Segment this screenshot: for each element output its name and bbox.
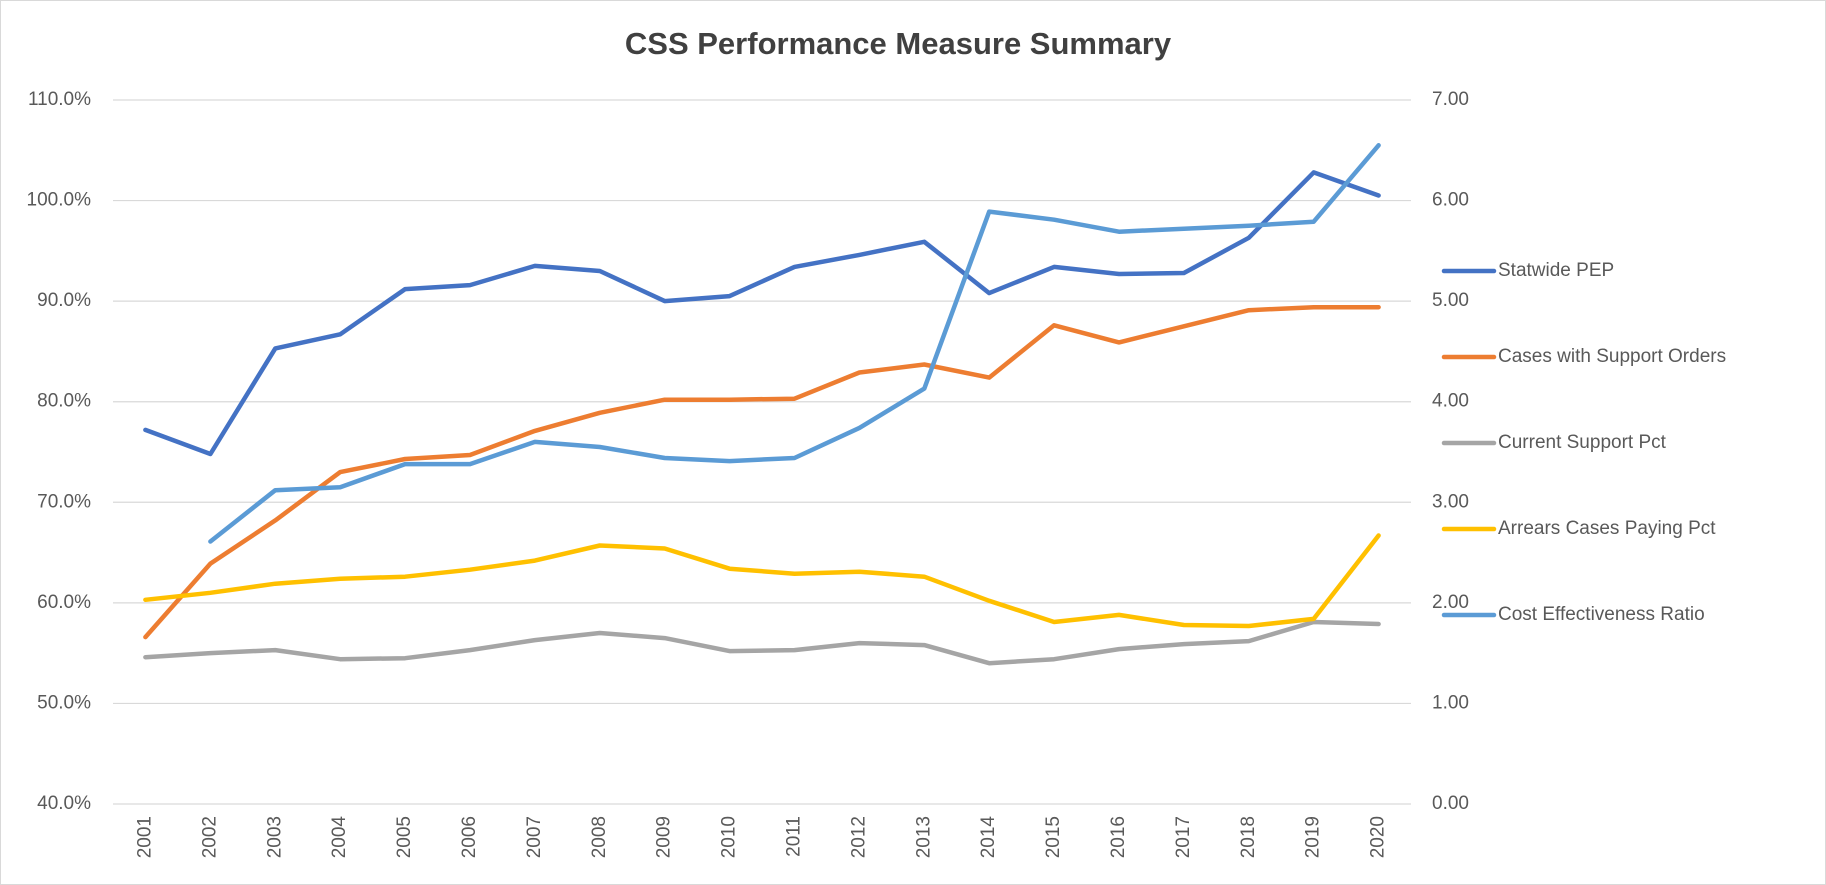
- legend-label: Statwide PEP: [1498, 260, 1614, 281]
- y-tick-label: 110.0%: [28, 89, 91, 110]
- y2-tick-label: 7.00: [1432, 89, 1469, 110]
- x-tick-label: 2003: [264, 816, 285, 858]
- x-tick-label: 2002: [199, 816, 220, 858]
- legend-label: Current Support Pct: [1498, 432, 1667, 453]
- x-tick-label: 2006: [459, 816, 480, 858]
- y-tick-label: 50.0%: [37, 692, 91, 713]
- legend-label: Cases with Support Orders: [1498, 346, 1726, 367]
- x-tick-label: 2020: [1368, 816, 1389, 858]
- y2-tick-label: 1.00: [1432, 692, 1469, 713]
- series-line: [208, 143, 1381, 544]
- y-tick-label: 100.0%: [27, 190, 92, 211]
- y2-tick-label: 0.00: [1432, 793, 1469, 814]
- legend-label: Arrears Cases Paying Pct: [1498, 518, 1716, 539]
- y-tick-label: 80.0%: [37, 391, 91, 412]
- x-tick-label: 2011: [783, 816, 804, 857]
- y-tick-label: 40.0%: [37, 793, 91, 814]
- x-tick-label: 2015: [1043, 816, 1064, 858]
- x-tick-label: 2013: [913, 816, 934, 858]
- legend-label: Cost Effectiveness Ratio: [1498, 604, 1705, 625]
- y2-tick-label: 6.00: [1432, 190, 1469, 211]
- series-line: [143, 304, 1381, 640]
- x-tick-label: 2010: [719, 816, 740, 858]
- x-tick-label: 2009: [654, 816, 675, 858]
- x-tick-label: 2001: [134, 816, 155, 858]
- x-tick-label: 2014: [978, 816, 999, 859]
- x-tick-label: 2004: [329, 816, 350, 859]
- y2-tick-label: 5.00: [1432, 290, 1469, 311]
- x-tick-label: 2019: [1303, 816, 1324, 858]
- y-tick-label: 60.0%: [37, 592, 91, 613]
- x-tick-label: 2005: [394, 816, 415, 858]
- y2-tick-label: 4.00: [1432, 391, 1469, 412]
- x-tick-label: 2016: [1108, 816, 1129, 858]
- x-tick-label: 2017: [1173, 816, 1194, 858]
- x-tick-label: 2018: [1238, 816, 1259, 858]
- series-line: [143, 619, 1381, 666]
- series-line: [143, 533, 1381, 629]
- x-tick-label: 2007: [524, 816, 545, 858]
- y-tick-label: 90.0%: [37, 290, 91, 311]
- series-line: [143, 170, 1381, 457]
- y2-tick-label: 3.00: [1432, 491, 1469, 512]
- y-tick-label: 70.0%: [37, 491, 91, 512]
- y2-tick-label: 2.00: [1432, 592, 1469, 613]
- chart-title: CSS Performance Measure Summary: [625, 26, 1172, 61]
- x-tick-label: 2008: [589, 816, 610, 858]
- x-tick-label: 2012: [848, 816, 869, 858]
